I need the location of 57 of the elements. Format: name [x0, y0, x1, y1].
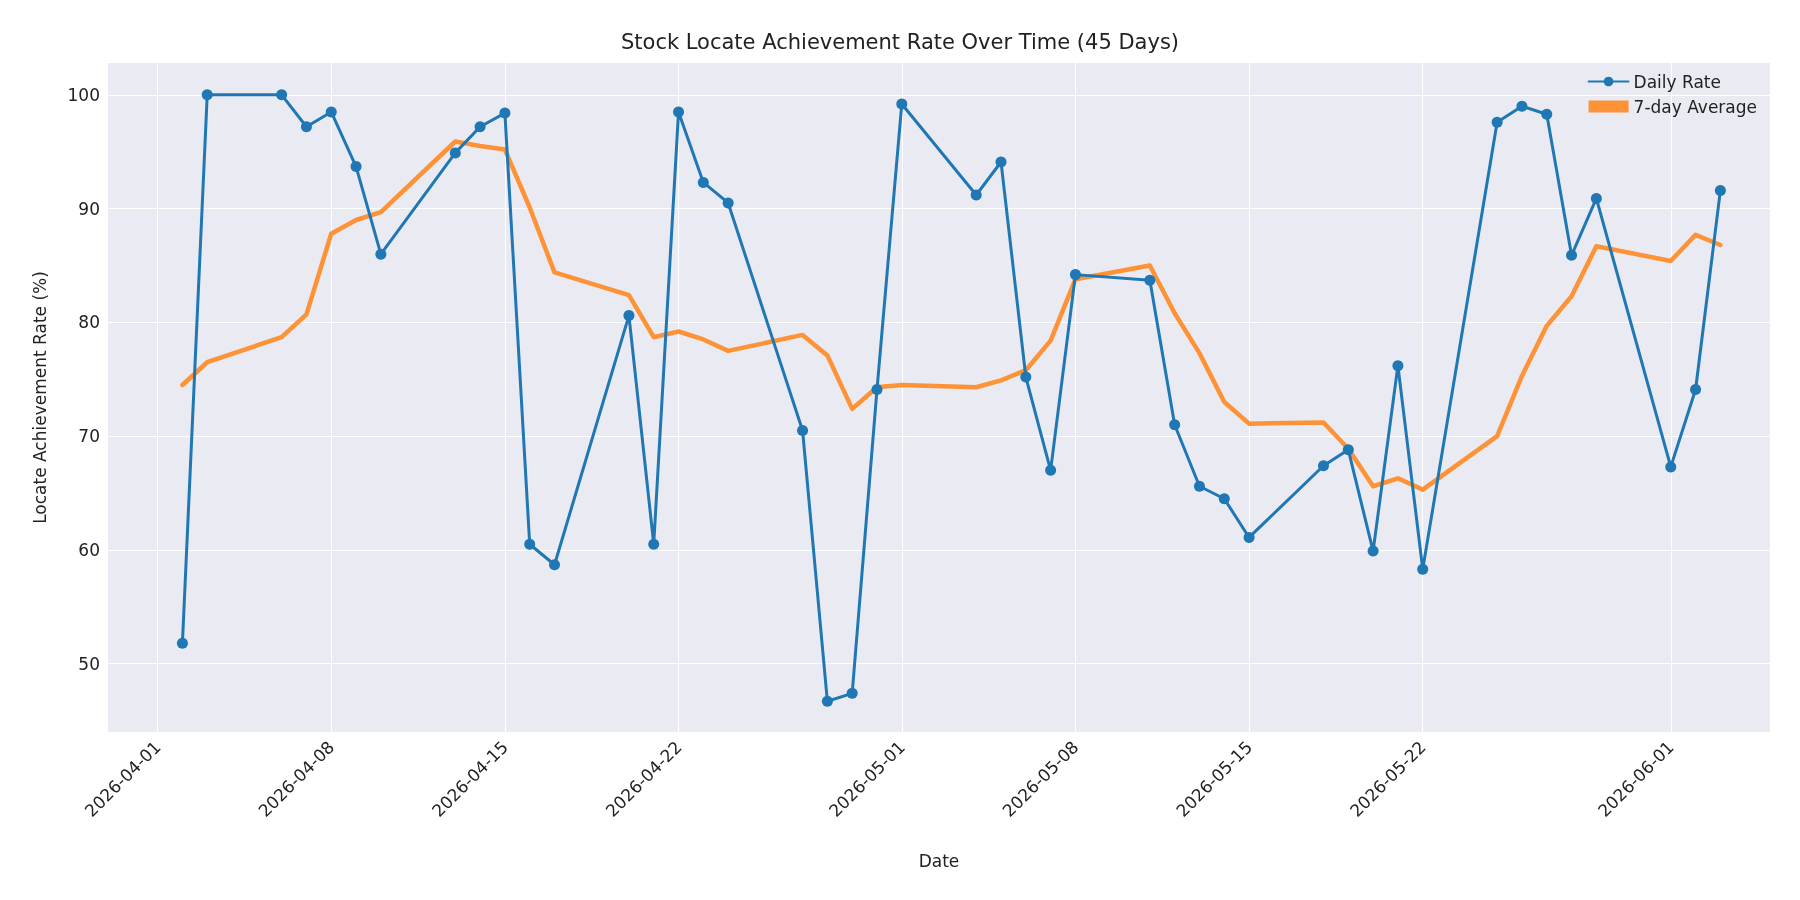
- y-tick-label: 80: [78, 312, 100, 333]
- point: [449, 147, 461, 159]
- point: [1417, 563, 1429, 575]
- chart-title: Stock Locate Achievement Rate Over Time (45 Days): [620, 29, 1180, 54]
- point: [1169, 419, 1181, 431]
- point: [1144, 274, 1156, 286]
- point: [1318, 460, 1329, 472]
- point: [1367, 545, 1379, 557]
- point: [648, 538, 660, 550]
- point: [1392, 360, 1404, 372]
- point: [1342, 444, 1354, 456]
- point: [1491, 116, 1503, 128]
- point: [871, 384, 883, 396]
- point: [499, 107, 511, 119]
- point: [1193, 480, 1205, 492]
- point: [276, 89, 288, 101]
- point: [1243, 531, 1255, 543]
- y-tick-label: 70: [78, 426, 100, 447]
- x-axis-title: Date: [918, 850, 960, 871]
- point: [1045, 464, 1057, 476]
- point: [524, 538, 536, 550]
- y-tick-label: 60: [78, 539, 100, 560]
- line-series: [180, 139, 1723, 492]
- point: [300, 121, 312, 133]
- point: [1541, 108, 1553, 120]
- point: [1516, 100, 1528, 112]
- y-axis-title: Locate Achievement Rate (%): [29, 271, 50, 524]
- y-tick-label: 50: [78, 653, 100, 674]
- point: [846, 687, 858, 699]
- point: [1218, 493, 1230, 505]
- point: [995, 156, 1007, 168]
- point: [1690, 384, 1702, 396]
- y-tick-label: 100: [67, 84, 100, 105]
- point: [1714, 184, 1726, 196]
- point: [1566, 249, 1578, 261]
- point: [821, 695, 833, 707]
- point: [1665, 461, 1677, 473]
- legend-label: 7-day Average: [1633, 96, 1757, 117]
- point: [549, 559, 561, 571]
- point: [1069, 269, 1081, 281]
- legend-label: Daily Rate: [1633, 71, 1721, 92]
- point: [1020, 371, 1032, 383]
- point: [797, 425, 809, 436]
- point: [375, 248, 387, 260]
- point: [697, 176, 709, 188]
- point: [623, 310, 635, 322]
- point: [673, 106, 685, 118]
- point: [201, 89, 213, 101]
- point: [970, 189, 982, 201]
- y-tick-label: 90: [78, 198, 100, 219]
- point: [896, 98, 908, 110]
- point: [1590, 192, 1602, 204]
- point: [350, 161, 362, 173]
- point: [325, 106, 337, 118]
- point: [176, 637, 188, 649]
- point: [474, 121, 486, 133]
- point: [722, 197, 734, 209]
